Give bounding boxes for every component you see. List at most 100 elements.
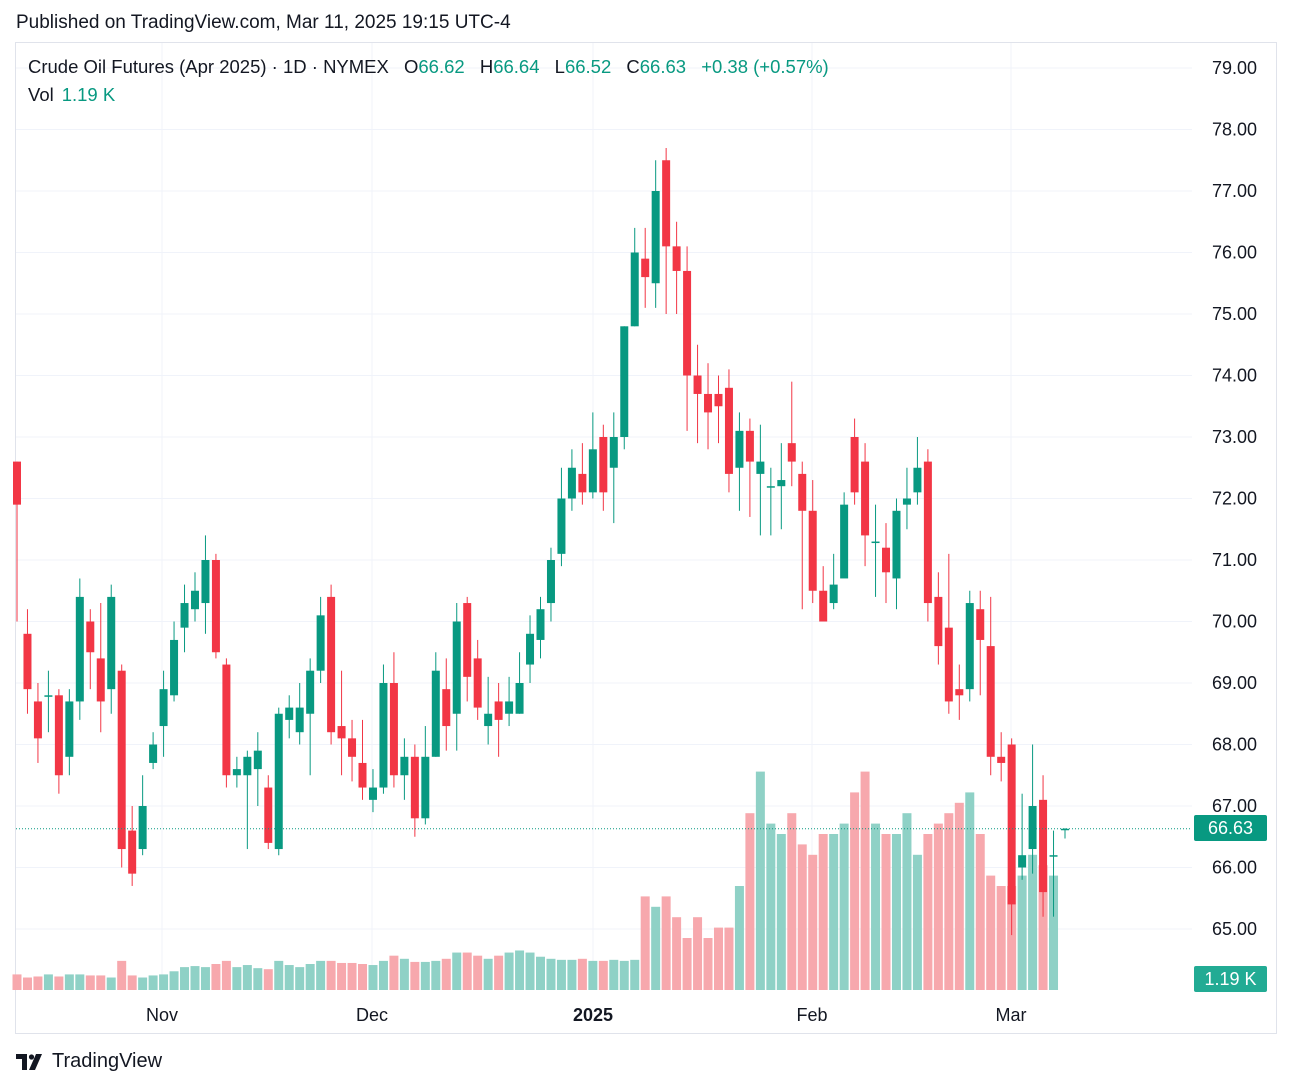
tradingview-logo[interactable]: TradingView	[16, 1050, 162, 1073]
open-value: 66.62	[418, 56, 465, 77]
candle-body	[641, 258, 650, 278]
candle-body	[766, 486, 775, 488]
candle-body	[672, 246, 681, 271]
volume-bar	[724, 927, 734, 990]
volume-bar	[64, 974, 74, 990]
price-tick-label: 72.00	[1212, 489, 1257, 509]
volume-bar	[829, 834, 839, 990]
candle-body	[578, 473, 587, 493]
candle-body	[965, 603, 974, 690]
candle-body	[630, 252, 639, 327]
volume-bar	[337, 962, 347, 990]
volume-bar	[253, 968, 263, 990]
candle-body	[316, 615, 325, 671]
candle-body	[1007, 744, 1016, 905]
volume-bar	[221, 960, 231, 990]
volume-legend: Vol 1.19 K	[28, 84, 115, 106]
candle-body	[473, 658, 482, 708]
candle-body	[86, 621, 95, 653]
candle-body	[1039, 799, 1048, 893]
candle-body	[756, 461, 765, 474]
volume-bar	[954, 802, 964, 990]
candle-body	[431, 670, 440, 757]
candle-body	[243, 756, 252, 776]
candle-body	[777, 480, 786, 487]
volume-bar	[1049, 875, 1059, 990]
volume-bar	[1007, 886, 1017, 990]
candle-body	[117, 670, 126, 850]
price-tick-label: 79.00	[1212, 58, 1257, 78]
candle-body	[902, 498, 911, 505]
volume-bar	[211, 964, 221, 990]
volume-bar	[75, 974, 85, 990]
time-tick-label: Feb	[796, 1005, 827, 1025]
candle-body	[389, 683, 398, 776]
candle-body	[808, 510, 817, 591]
open-label: O	[404, 56, 419, 77]
time-tick-label: Mar	[996, 1005, 1027, 1025]
candle-body	[159, 689, 168, 727]
volume-bar	[1038, 865, 1048, 990]
volume-bar	[358, 964, 368, 990]
volume-bar	[923, 834, 933, 990]
candle-body	[505, 701, 514, 714]
candle-body	[829, 584, 838, 604]
volume-bar	[148, 975, 158, 990]
candle-body	[1061, 828, 1069, 831]
price-axis: 65.00 66.00 67.00 68.00 69.00 70.00 71.00 72.00…	[1212, 58, 1257, 939]
volume-bar	[933, 823, 943, 990]
candle-body	[54, 695, 63, 776]
candle-body	[861, 461, 870, 536]
volume-bar	[431, 960, 441, 990]
candle-body	[683, 270, 692, 376]
volume-bar	[368, 965, 378, 990]
volume-bar	[347, 962, 357, 990]
volume-bar	[944, 813, 954, 990]
published-caption: Published on TradingView.com, Mar 11, 20…	[16, 12, 511, 33]
price-tick-label: 69.00	[1212, 673, 1257, 693]
volume-bar	[378, 960, 388, 990]
candle-body	[138, 806, 147, 850]
volume-bar	[787, 813, 797, 990]
volume-bar	[672, 917, 682, 990]
volume-bar	[462, 952, 472, 990]
candle-body	[546, 560, 555, 604]
volume-value: 1.19 K	[61, 84, 116, 105]
candle-body	[923, 461, 932, 604]
volume-bar	[54, 976, 64, 990]
change-value: +0.38 (+0.57%)	[701, 56, 829, 77]
volume-bar	[556, 959, 566, 990]
volume-bar	[180, 967, 190, 990]
volume-bar	[169, 971, 179, 990]
volume-bar	[525, 952, 535, 990]
volume-bar	[305, 964, 315, 990]
volume-bar	[850, 792, 860, 990]
candle-body	[44, 695, 53, 697]
volume-bar	[703, 938, 713, 990]
volume-bar	[797, 844, 807, 990]
candle-body	[253, 750, 262, 770]
volume-bar	[441, 958, 451, 990]
candle-body	[599, 437, 608, 493]
candle-body	[442, 689, 451, 727]
symbol-legend: Crude Oil Futures (Apr 2025) · 1D · NYME…	[28, 56, 829, 78]
candle-body	[379, 683, 388, 788]
candle-body	[295, 707, 304, 733]
volume-bar	[682, 938, 692, 990]
close-label: C	[626, 56, 640, 77]
candle-body	[714, 393, 723, 407]
candle-body	[149, 744, 158, 763]
volume-bar	[881, 834, 891, 990]
candle-body	[13, 461, 21, 505]
volume-bar	[536, 956, 545, 990]
candle-body	[986, 646, 995, 757]
volume-bar	[200, 967, 210, 990]
candle-body	[567, 467, 576, 499]
volume-bar	[766, 823, 776, 990]
price-tick-label: 65.00	[1212, 919, 1257, 939]
volume-bar	[776, 834, 786, 990]
candle-body	[264, 787, 273, 843]
volume-bar	[389, 955, 399, 990]
volume-bar	[452, 952, 462, 990]
